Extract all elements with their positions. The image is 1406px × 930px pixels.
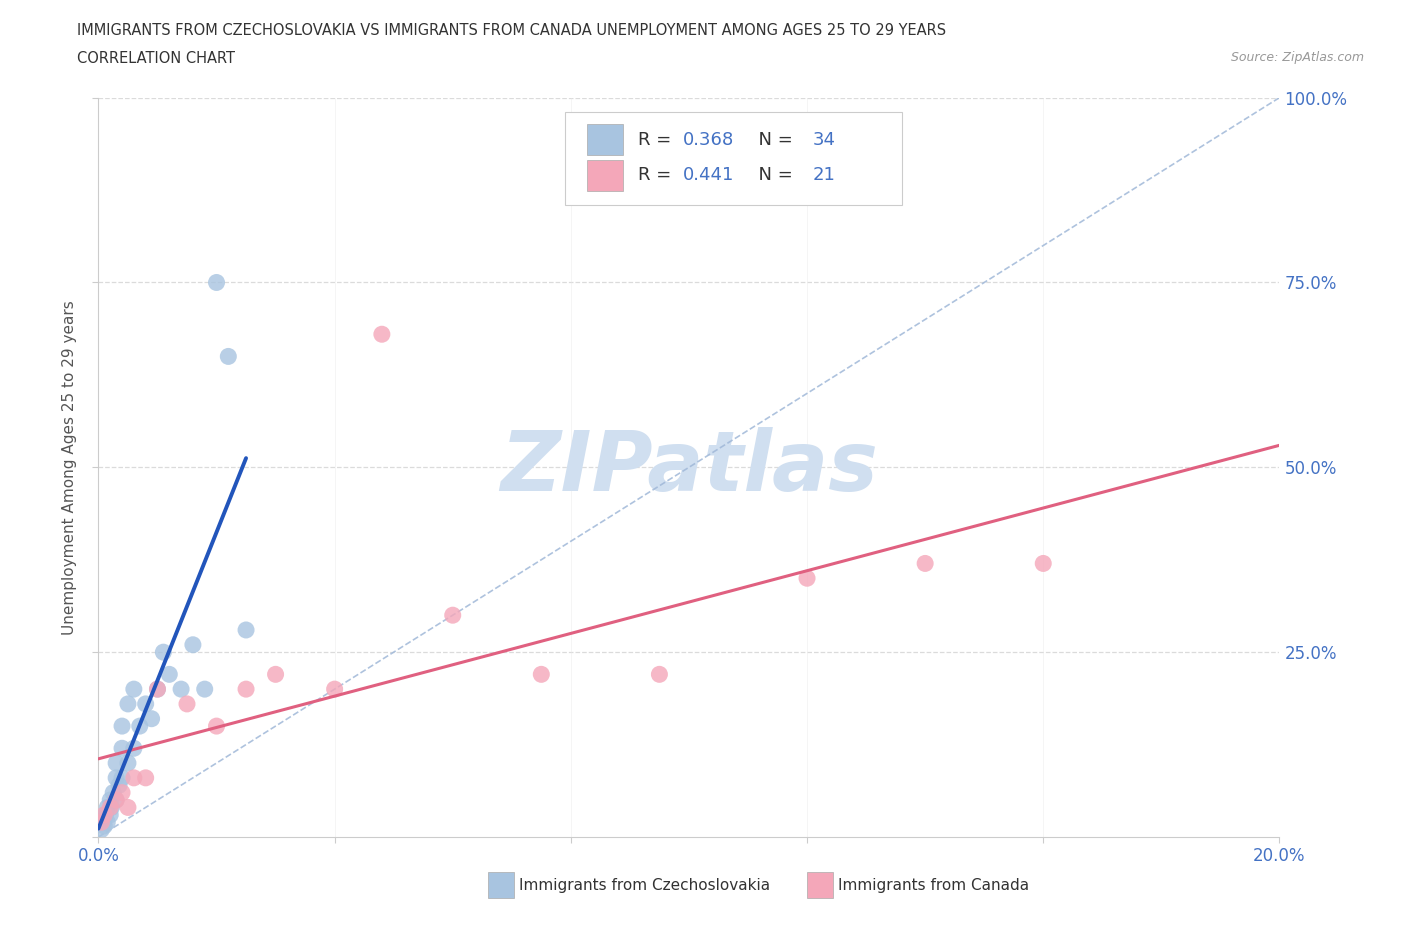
Point (93, 818, 115, 833)
Point (117, 697, 139, 711)
Point (181, 637, 204, 652)
Point (152, 644, 174, 659)
Point (90, 822, 112, 837)
Text: Immigrants from Czechoslovakia: Immigrants from Czechoslovakia (519, 878, 770, 893)
Text: CORRELATION CHART: CORRELATION CHART (77, 51, 235, 66)
Point (371, 326, 394, 341)
Point (103, 785, 125, 800)
Text: ZIPatlas: ZIPatlas (501, 427, 877, 508)
Point (105, 755, 128, 770)
Point (235, 682, 257, 697)
Point (91, 815, 114, 830)
Point (648, 667, 671, 682)
Point (128, 719, 150, 734)
Point (96, 800, 118, 815)
Point (176, 697, 198, 711)
Point (117, 800, 139, 815)
Text: 21: 21 (813, 166, 835, 184)
Point (117, 755, 139, 770)
Point (90, 815, 112, 830)
Text: N =: N = (747, 166, 799, 184)
Y-axis label: Unemployment Among Ages 25 to 29 years: Unemployment Among Ages 25 to 29 years (62, 300, 77, 634)
Point (111, 741, 134, 756)
Text: R =: R = (638, 131, 678, 149)
FancyBboxPatch shape (588, 160, 623, 191)
Text: IMMIGRANTS FROM CZECHOSLOVAKIA VS IMMIGRANTS FROM CANADA UNEMPLOYMENT AMONG AGES: IMMIGRANTS FROM CZECHOSLOVAKIA VS IMMIGR… (77, 23, 946, 38)
Point (796, 571, 818, 586)
Text: 34: 34 (813, 131, 837, 149)
Point (146, 682, 169, 697)
Point (111, 719, 134, 734)
Text: 0.441: 0.441 (683, 166, 734, 184)
Point (235, 622, 257, 637)
Point (94, 807, 117, 822)
Point (105, 770, 128, 785)
FancyBboxPatch shape (565, 113, 901, 205)
Point (96, 815, 118, 830)
Point (157, 667, 180, 682)
Point (93, 807, 115, 822)
Point (100, 800, 122, 815)
Point (122, 682, 145, 697)
Point (441, 608, 464, 623)
Text: R =: R = (638, 166, 678, 184)
Point (170, 682, 193, 697)
Point (135, 697, 157, 711)
Text: Immigrants from Canada: Immigrants from Canada (838, 878, 1029, 893)
Point (914, 556, 936, 571)
Text: 0.368: 0.368 (683, 131, 734, 149)
Point (135, 770, 157, 785)
Point (93, 811, 115, 826)
Point (530, 667, 553, 682)
Point (105, 792, 128, 807)
Point (111, 770, 134, 785)
Point (146, 682, 169, 697)
Point (323, 682, 346, 697)
Point (122, 741, 145, 756)
FancyBboxPatch shape (807, 871, 832, 898)
Point (264, 667, 287, 682)
Point (205, 719, 228, 734)
Point (98, 792, 121, 807)
FancyBboxPatch shape (488, 871, 515, 898)
Text: Source: ZipAtlas.com: Source: ZipAtlas.com (1230, 51, 1364, 64)
FancyBboxPatch shape (588, 125, 623, 155)
Point (108, 777, 131, 792)
Point (122, 770, 145, 785)
Point (141, 711, 163, 726)
Point (111, 785, 134, 800)
Point (98, 800, 121, 815)
Point (217, 349, 239, 364)
Point (1032, 556, 1054, 571)
Point (205, 275, 228, 290)
Text: N =: N = (747, 131, 799, 149)
Point (98, 807, 121, 822)
Point (194, 682, 217, 697)
Point (105, 792, 128, 807)
